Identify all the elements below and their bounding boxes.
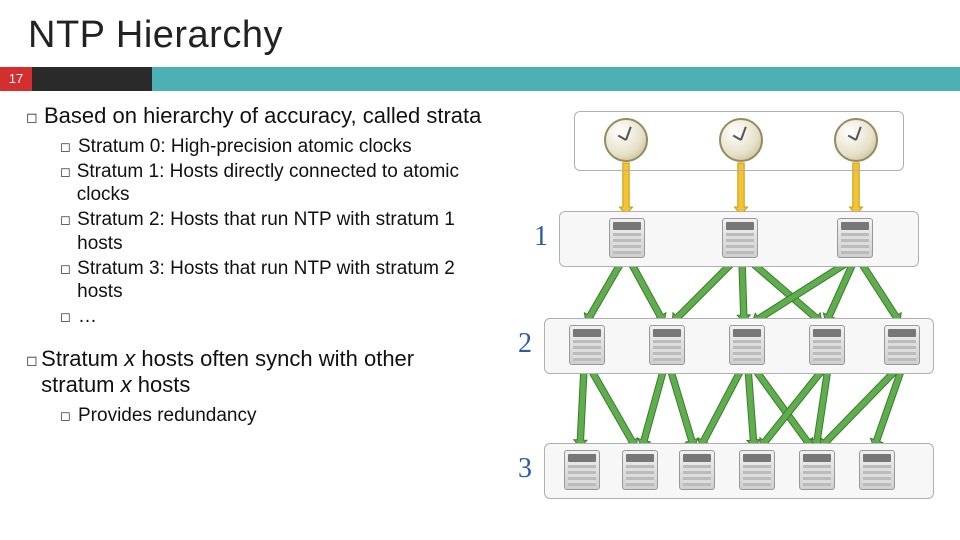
arrow [811,368,831,448]
diagram-column: 1 2 3 [504,103,944,523]
arrow [627,259,666,323]
slide: NTP Hierarchy 17 ◻ Based on hierarchy of… [0,0,960,540]
content-area: ◻ Based on hierarchy of accuracy, called… [0,91,960,523]
bullet-sub: ◻… [60,305,486,328]
bullet-sub: ◻Stratum 0: High-precision atomic clocks [60,135,486,158]
arrow [638,367,667,448]
server-icon [649,325,685,365]
server-icon [569,325,605,365]
text-column: ◻ Based on hierarchy of accuracy, called… [26,103,486,523]
server-icon [809,325,845,365]
server-icon [739,450,775,490]
arrow [752,258,852,324]
clock-icon [834,118,878,162]
bullet-sub: ◻Provides redundancy [60,404,486,427]
clock-icon [719,118,763,162]
server-icon [837,218,873,258]
sub-list: ◻Provides redundancy [26,404,486,427]
server-icon [722,218,758,258]
server-icon [679,450,715,490]
server-icon [799,450,835,490]
bullet-text: Based on hierarchy of accuracy, called s… [44,103,481,129]
layer-label: 2 [518,328,532,360]
server-icon [884,325,920,365]
arrow [667,367,698,448]
server-icon [729,325,765,365]
arrow [698,367,745,448]
bar-dark-segment [32,67,152,91]
arrow [820,366,900,448]
server-icon [609,218,645,258]
layer-label: 1 [534,221,548,253]
bullet-main: ◻ Based on hierarchy of accuracy, called… [26,103,486,129]
arrow [760,366,827,448]
bullet-marker: ◻ [26,103,44,129]
arrow [584,259,624,323]
bullet-main: ◻ Stratum x hosts often synch with other… [26,346,486,398]
arrow [871,367,906,448]
bullet-marker: ◻ [26,346,41,398]
arrow [574,368,587,448]
divider-bar: 17 [0,67,960,91]
arrow [745,368,760,448]
arrow [751,366,812,448]
arrow [823,260,857,323]
server-icon [564,450,600,490]
server-icon [622,450,658,490]
clock-icon [604,118,648,162]
ntp-diagram: 1 2 3 [504,103,944,523]
sub-list: ◻Stratum 0: High-precision atomic clocks… [26,135,486,328]
bullet-sub: ◻Stratum 3: Hosts that run NTP with stra… [60,257,486,303]
bullet-sub: ◻Stratum 2: Hosts that run NTP with stra… [60,208,486,254]
server-icon [859,450,895,490]
slide-title: NTP Hierarchy [0,0,960,67]
bar-teal-segment [152,67,960,91]
bullet-text: Stratum x hosts often synch with other s… [41,346,486,398]
arrow [857,259,901,323]
arrow [737,261,750,323]
slide-number-badge: 17 [0,67,32,91]
arrow [748,259,822,323]
arrow [672,259,736,323]
arrow [587,366,637,448]
bullet-sub: ◻Stratum 1: Hosts directly connected to … [60,160,486,206]
layer-label: 3 [518,453,532,485]
